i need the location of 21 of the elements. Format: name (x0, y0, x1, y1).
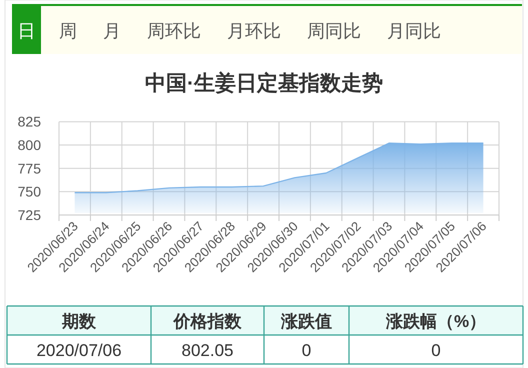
y-tick-label: 800 (18, 137, 42, 154)
text: 802.05 (182, 341, 234, 360)
text: 月环比 (227, 21, 281, 41)
text: 月 (103, 21, 121, 41)
y-tick-label: 775 (18, 160, 42, 176)
text: 日 (18, 21, 36, 41)
text: 周环比 (147, 21, 201, 41)
y-tick-label: 725 (18, 207, 42, 223)
text: 价格指数 (172, 312, 242, 331)
text: 涨跌值 (280, 312, 332, 331)
text: 涨跌幅（%） (384, 312, 486, 331)
text: 0 (431, 341, 441, 360)
text: 周 (59, 21, 77, 41)
text: 周同比 (307, 21, 361, 41)
text: 期数 (61, 312, 97, 331)
text: 2020/07/06 (36, 341, 122, 360)
text: 0 (302, 341, 312, 360)
text: 月同比 (387, 21, 441, 41)
chart-title: 中国·生姜日定基指数走势 (145, 71, 383, 95)
y-tick-label: 825 (18, 114, 42, 130)
y-tick-label: 750 (18, 184, 42, 200)
